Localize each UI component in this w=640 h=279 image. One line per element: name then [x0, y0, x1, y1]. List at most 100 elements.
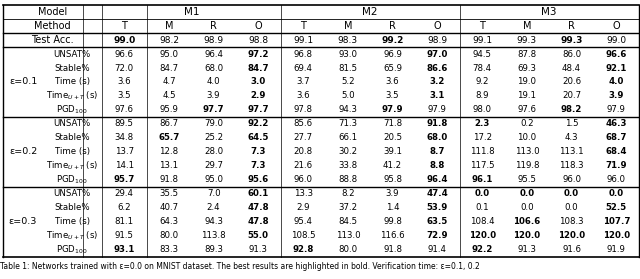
Text: 120.0: 120.0: [558, 231, 585, 240]
Text: 34.8: 34.8: [115, 133, 134, 142]
Text: Stable%: Stable%: [54, 133, 90, 142]
Text: 27.7: 27.7: [294, 133, 313, 142]
Text: O: O: [612, 21, 620, 31]
Text: 52.5: 52.5: [606, 203, 627, 212]
Text: 108.3: 108.3: [559, 217, 584, 226]
Text: Model: Model: [38, 7, 67, 17]
Text: 91.5: 91.5: [115, 231, 134, 240]
Text: 98.2: 98.2: [159, 35, 179, 45]
Text: 108.5: 108.5: [291, 231, 316, 240]
Text: T: T: [300, 21, 306, 31]
Text: 3.1: 3.1: [429, 92, 445, 100]
Text: 86.7: 86.7: [159, 119, 179, 128]
Text: 87.8: 87.8: [517, 50, 536, 59]
Text: 95.4: 95.4: [294, 217, 312, 226]
Text: 117.5: 117.5: [470, 161, 495, 170]
Text: 3.6: 3.6: [296, 92, 310, 100]
Text: 96.0: 96.0: [294, 175, 312, 184]
Text: Time (s): Time (s): [55, 78, 90, 86]
Text: 3.5: 3.5: [386, 92, 399, 100]
Text: 96.4: 96.4: [427, 175, 448, 184]
Text: 111.8: 111.8: [470, 147, 495, 156]
Text: 92.1: 92.1: [605, 64, 627, 73]
Text: 97.8: 97.8: [294, 105, 312, 114]
Text: 96.9: 96.9: [383, 50, 402, 59]
Text: 95.0: 95.0: [204, 175, 223, 184]
Text: 10.0: 10.0: [517, 133, 536, 142]
Text: 3.9: 3.9: [609, 92, 624, 100]
Text: 88.8: 88.8: [339, 175, 357, 184]
Text: 91.3: 91.3: [517, 245, 536, 254]
Text: 99.2: 99.2: [381, 35, 404, 45]
Text: 29.4: 29.4: [115, 189, 134, 198]
Text: 80.0: 80.0: [159, 231, 179, 240]
Text: 6.2: 6.2: [117, 203, 131, 212]
Text: 3.6: 3.6: [386, 78, 399, 86]
Text: 60.1: 60.1: [248, 189, 269, 198]
Text: 40.7: 40.7: [159, 203, 179, 212]
Text: 3.9: 3.9: [207, 92, 220, 100]
Text: R: R: [568, 21, 575, 31]
Text: 5.0: 5.0: [341, 92, 355, 100]
Text: 4.3: 4.3: [564, 133, 579, 142]
Text: 68.7: 68.7: [605, 133, 627, 142]
Text: 97.6: 97.6: [517, 105, 536, 114]
Text: 95.9: 95.9: [159, 105, 179, 114]
Text: 13.1: 13.1: [159, 161, 179, 170]
Text: 65.9: 65.9: [383, 64, 402, 73]
Text: 68.0: 68.0: [427, 133, 448, 142]
Text: 4.0: 4.0: [207, 78, 220, 86]
Text: Table 1: Networks trained with ε=0.0 on MNIST dataset. The best results are high: Table 1: Networks trained with ε=0.0 on …: [0, 262, 480, 271]
Text: 91.8: 91.8: [427, 119, 448, 128]
Text: 97.7: 97.7: [203, 105, 225, 114]
Text: 47.8: 47.8: [248, 203, 269, 212]
Text: 1.5: 1.5: [564, 119, 579, 128]
Text: 99.0: 99.0: [113, 35, 135, 45]
Text: 0.0: 0.0: [519, 189, 534, 198]
Text: 99.8: 99.8: [383, 217, 402, 226]
Text: UNSAT%: UNSAT%: [54, 189, 91, 198]
Text: 0.0: 0.0: [609, 189, 624, 198]
Text: 80.0: 80.0: [339, 245, 357, 254]
Text: PGD$_{100}$: PGD$_{100}$: [56, 174, 88, 186]
Text: 25.2: 25.2: [204, 133, 223, 142]
Text: 78.4: 78.4: [472, 64, 492, 73]
Text: 99.1: 99.1: [472, 35, 492, 45]
Text: 3.9: 3.9: [386, 189, 399, 198]
Text: 106.6: 106.6: [513, 217, 540, 226]
Text: 107.7: 107.7: [603, 217, 630, 226]
Text: 7.3: 7.3: [251, 161, 266, 170]
Text: Time$_{U+T}$ (s): Time$_{U+T}$ (s): [46, 229, 99, 242]
Text: 99.1: 99.1: [293, 35, 313, 45]
Text: 97.0: 97.0: [427, 50, 448, 59]
Text: 55.0: 55.0: [248, 231, 269, 240]
Text: T: T: [479, 21, 485, 31]
Text: 92.2: 92.2: [248, 119, 269, 128]
Text: 8.9: 8.9: [476, 92, 489, 100]
Text: 4.5: 4.5: [162, 92, 176, 100]
Text: 7.3: 7.3: [251, 147, 266, 156]
Text: 21.6: 21.6: [294, 161, 313, 170]
Text: O: O: [433, 21, 441, 31]
Text: 98.9: 98.9: [204, 35, 224, 45]
Text: 93.0: 93.0: [339, 50, 357, 59]
Text: 96.8: 96.8: [294, 50, 312, 59]
Text: 108.4: 108.4: [470, 217, 495, 226]
Text: 3.0: 3.0: [251, 78, 266, 86]
Text: M1: M1: [184, 7, 199, 17]
Text: 2.3: 2.3: [474, 119, 490, 128]
Text: 4.7: 4.7: [162, 78, 176, 86]
Text: 84.7: 84.7: [159, 64, 179, 73]
Text: 96.1: 96.1: [472, 175, 493, 184]
Text: 120.0: 120.0: [603, 231, 630, 240]
Text: 94.3: 94.3: [204, 217, 223, 226]
Text: Stable%: Stable%: [54, 64, 90, 73]
Text: 98.2: 98.2: [561, 105, 582, 114]
Text: ε=0.2: ε=0.2: [9, 147, 37, 156]
Text: 97.9: 97.9: [607, 105, 626, 114]
Text: Time (s): Time (s): [55, 147, 90, 156]
Text: 64.5: 64.5: [248, 133, 269, 142]
Text: 2.9: 2.9: [251, 92, 266, 100]
Text: 20.8: 20.8: [294, 147, 313, 156]
Text: 89.5: 89.5: [115, 119, 134, 128]
